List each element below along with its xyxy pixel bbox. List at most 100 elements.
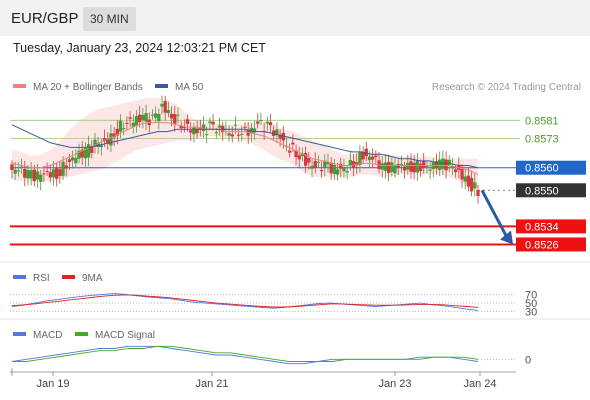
candle-104 [342, 167, 346, 172]
candle-13 [51, 169, 56, 178]
candle-113 [371, 156, 375, 160]
level-label-4: 0.8534 [525, 221, 559, 233]
candle-68 [227, 133, 231, 136]
candle-37 [128, 117, 132, 119]
level-label-2: 0.8560 [525, 163, 559, 175]
candle-144 [469, 178, 474, 192]
legend-label-1: MA 50 [175, 82, 204, 93]
candle-44 [150, 114, 155, 116]
candle-28 [99, 145, 104, 148]
chart-datetime: Tuesday, January 23, 2024 12:03:21 PM CE… [13, 41, 266, 55]
candle-103 [339, 163, 343, 169]
candle-25 [90, 146, 94, 153]
candle-34 [118, 120, 123, 132]
time-tick-3: Jan 24 [463, 378, 496, 390]
candle-146 [476, 189, 480, 196]
candle-122 [399, 164, 404, 166]
candle-119 [390, 162, 394, 173]
time-tick-1: Jan 21 [195, 378, 228, 390]
candle-35 [122, 128, 126, 130]
candle-138 [450, 165, 455, 169]
candle-108 [355, 162, 359, 166]
candle-6 [29, 170, 33, 179]
candle-20 [74, 157, 78, 164]
macd-legend-swatch-0 [13, 332, 26, 336]
level-label-0: 0.8581 [525, 115, 559, 127]
candle-126 [412, 162, 416, 173]
credit-label: Research © 2024 Trading Central [432, 82, 581, 93]
candle-76 [252, 128, 257, 133]
candle-101 [332, 164, 337, 175]
candle-58 [195, 128, 199, 134]
candle-64 [214, 132, 218, 134]
candle-21 [77, 150, 81, 159]
rsi-tick-0: 70 [525, 289, 537, 301]
candle-8 [35, 171, 40, 180]
candle-137 [447, 159, 451, 165]
candle-40 [138, 114, 142, 123]
candle-118 [386, 162, 391, 174]
level-box-3 [516, 183, 586, 198]
candle-94 [310, 165, 314, 169]
legend-swatch-1 [155, 84, 168, 88]
candle-69 [230, 134, 234, 137]
candle-93 [307, 157, 311, 163]
candle-14 [55, 168, 59, 179]
candle-0 [10, 164, 14, 170]
candle-87 [288, 150, 292, 153]
rsi-tick-2: 30 [525, 307, 537, 319]
candle-77 [256, 121, 260, 124]
macd-legend-label-0: MACD [33, 330, 62, 341]
rsi-line [11, 293, 479, 311]
candle-90 [297, 155, 301, 160]
candle-116 [380, 163, 384, 170]
candle-60 [201, 124, 206, 132]
candle-127 [415, 160, 420, 173]
candle-65 [217, 125, 222, 128]
candle-91 [300, 153, 305, 157]
candle-123 [402, 166, 407, 171]
candle-31 [109, 133, 113, 146]
chart-header: EUR/GBP 30 MIN [0, 0, 590, 36]
candle-70 [233, 124, 238, 126]
candle-55 [185, 119, 190, 124]
candle-48 [163, 101, 167, 113]
candle-62 [208, 121, 212, 124]
time-axis: Jan 19 Jan 21 Jan 23 Jan 24 [10, 368, 516, 390]
candle-120 [393, 166, 397, 174]
candle-92 [303, 153, 308, 166]
macd-tick-0: 0 [525, 354, 531, 366]
candle-142 [463, 176, 467, 182]
candle-41 [141, 115, 145, 121]
candle-16 [61, 161, 65, 176]
candle-3 [19, 166, 24, 168]
candle-59 [198, 127, 202, 130]
candle-71 [236, 134, 241, 136]
candle-51 [173, 114, 177, 124]
candle-102 [335, 169, 340, 175]
candle-33 [115, 128, 119, 136]
candle-96 [316, 161, 321, 163]
candle-50 [169, 113, 174, 119]
candle-9 [39, 174, 43, 182]
macd-legend-label-1: MACD Signal [95, 330, 155, 341]
candle-4 [23, 169, 27, 178]
forecast-arrow-shaft [480, 189, 509, 239]
candle-61 [205, 134, 209, 136]
macd-panel: MACD MACD Signal 0 [11, 330, 531, 366]
time-tick-2: Jan 23 [378, 378, 411, 390]
level-box-2 [516, 160, 586, 175]
candle-85 [281, 132, 285, 141]
candle-53 [179, 125, 183, 129]
rsi-ma9-line [11, 294, 479, 308]
timeframe-button[interactable]: 30 MIN [83, 7, 136, 31]
candle-125 [409, 161, 413, 172]
level-box-5 [516, 237, 586, 252]
candle-109 [358, 152, 362, 166]
candle-45 [153, 113, 158, 118]
rsi-legend-label-0: RSI [33, 273, 50, 284]
candle-131 [428, 169, 432, 171]
candle-42 [144, 113, 148, 122]
level-label-5: 0.8526 [525, 239, 559, 251]
candle-11 [45, 170, 49, 172]
